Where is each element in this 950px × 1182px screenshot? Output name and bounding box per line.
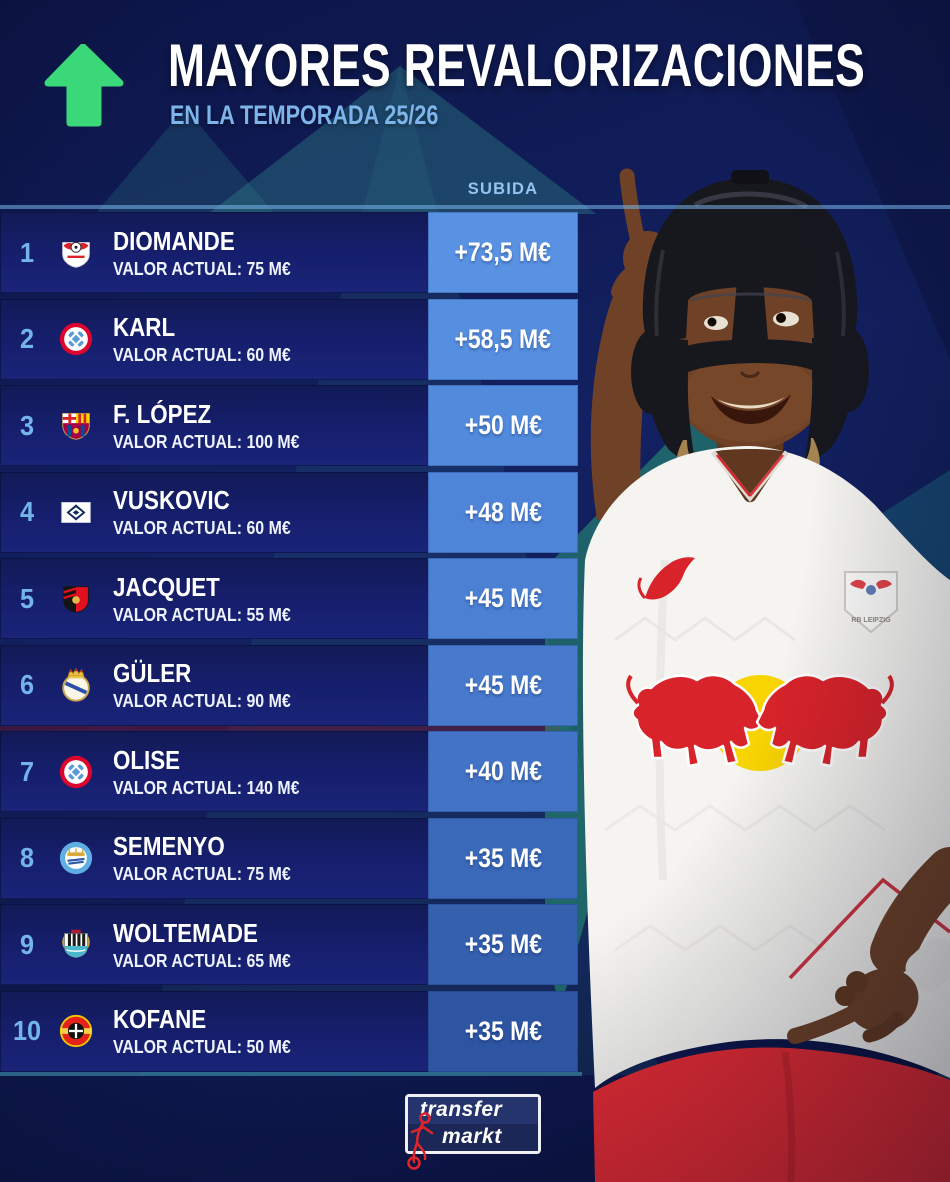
rank-number: 6 <box>19 669 35 700</box>
real-madrid-badge-icon <box>54 665 98 705</box>
table-bottom-divider <box>0 1072 582 1076</box>
rank-number: 10 <box>12 1015 42 1046</box>
rank-number: 7 <box>19 755 35 787</box>
hamburger-sv-badge-icon <box>54 492 98 532</box>
newcastle-united-badge-icon <box>54 925 98 965</box>
player-name: KOFANE <box>113 1004 207 1034</box>
player-name: F. LÓPEZ <box>113 398 212 429</box>
value-increase-badge: +35 M€ <box>428 817 578 899</box>
rb-leipzig-crest-icon: RB LEIPZIG <box>844 571 898 634</box>
player-name: SEMENYO <box>113 831 225 861</box>
red-bull-logo-icon <box>626 673 894 771</box>
player-current-value: VALOR ACTUAL: 75 M€ <box>113 257 291 279</box>
page-subtitle: EN LA TEMPORADA 25/26 <box>170 100 439 130</box>
player-current-value: VALOR ACTUAL: 90 M€ <box>113 690 291 711</box>
bayer-leverkusen-badge-icon <box>54 1011 98 1051</box>
transfermarkt-logo: transfer markt <box>405 1094 541 1170</box>
table-row: 7 OLISE VALOR ACTUAL: 140 M€ +40 M€ <box>0 731 578 812</box>
player-name: DIOMANDE <box>113 225 235 256</box>
value-increase-badge: +58,5 M€ <box>428 298 578 380</box>
table-row: 8 SEMENYO VALOR ACTUAL: 75 M€ +35 M€ <box>0 817 578 899</box>
player-current-value: VALOR ACTUAL: 65 M€ <box>113 949 291 971</box>
shorts <box>593 1047 950 1182</box>
rank-number: 2 <box>19 323 35 354</box>
page-title: MAYORES REVALORIZACIONES <box>168 32 866 99</box>
rank-number: 3 <box>19 409 35 441</box>
value-increase-badge: +73,5 M€ <box>428 212 578 293</box>
rank-number: 8 <box>19 842 35 873</box>
rank-number: 4 <box>19 496 35 527</box>
table-row: 5 JACQUET VALOR ACTUAL: 55 M€ +45 M€ <box>0 558 578 639</box>
value-column-header: SUBIDA <box>467 180 539 198</box>
value-increase-badge: +48 M€ <box>428 471 578 553</box>
player-name: GÜLER <box>113 658 192 688</box>
player-current-value: VALOR ACTUAL: 50 M€ <box>113 1036 291 1057</box>
value-increase-badge: +45 M€ <box>428 644 578 726</box>
manchester-city-badge-icon <box>54 838 98 878</box>
crest-text: RB LEIPZIG <box>851 617 891 624</box>
table-row: 3 F. LÓPEZ VALOR ACTUAL: 100 M€ +50 M€ <box>0 385 578 466</box>
bayern-munich-badge-icon <box>54 752 98 792</box>
value-increase-badge: +45 M€ <box>428 558 578 639</box>
player-current-value: VALOR ACTUAL: 75 M€ <box>113 863 291 884</box>
value-increase-badge: +50 M€ <box>428 385 578 466</box>
table-row: 1 DIOMANDE VALOR ACTUAL: 75 M€ +73,5 M€ <box>0 212 578 293</box>
table-row: 2 KARL VALOR ACTUAL: 60 M€ +58,5 M€ <box>0 298 578 380</box>
transfermarkt-player-figure-icon <box>407 1112 434 1170</box>
puma-logo-icon <box>637 557 695 600</box>
photo-bg-triangle-dark <box>795 0 950 360</box>
value-increase-badge: +40 M€ <box>428 731 578 812</box>
table-row: 4 VUSKOVIC VALOR ACTUAL: 60 M€ +48 M€ <box>0 471 578 553</box>
player-photo: RB LEIPZIG <box>545 0 950 1182</box>
rank-number: 1 <box>19 236 35 268</box>
player-name: VUSKOVIC <box>113 485 230 515</box>
value-increase-badge: +35 M€ <box>428 904 578 985</box>
player-current-value: VALOR ACTUAL: 60 M€ <box>113 344 291 365</box>
stade-rennais-badge-icon <box>54 579 98 619</box>
player-current-value: VALOR ACTUAL: 140 M€ <box>113 776 300 798</box>
player-name: WOLTEMADE <box>113 917 258 948</box>
player-current-value: VALOR ACTUAL: 60 M€ <box>113 517 291 538</box>
transfermarkt-logo-text-top: transfer <box>408 1097 538 1124</box>
player-name: KARL <box>113 312 176 342</box>
player-current-value: VALOR ACTUAL: 100 M€ <box>113 430 300 452</box>
ranking-table: 1 DIOMANDE VALOR ACTUAL: 75 M€ +73,5 M€ … <box>0 212 578 1072</box>
up-arrow-icon <box>44 44 124 127</box>
rank-number: 9 <box>19 928 35 960</box>
player-name: JACQUET <box>113 571 220 602</box>
transfermarkt-logo-text-bottom: markt <box>408 1124 538 1151</box>
table-top-divider <box>0 205 950 209</box>
player-name: OLISE <box>113 744 181 775</box>
rb-leipzig-badge-icon <box>54 233 98 273</box>
table-row: 10 KOFANE VALOR ACTUAL: 50 M€ +35 M€ <box>0 990 578 1072</box>
value-increase-badge: +35 M€ <box>428 990 578 1072</box>
table-row: 9 WOLTEMADE VALOR ACTUAL: 65 M€ +35 M€ <box>0 904 578 985</box>
table-row: 6 GÜLER VALOR ACTUAL: 90 M€ +45 M€ <box>0 644 578 726</box>
player-current-value: VALOR ACTUAL: 55 M€ <box>113 603 291 625</box>
rank-number: 5 <box>19 582 35 614</box>
bayern-munich-badge-icon <box>54 319 98 359</box>
pointing-arm <box>787 847 950 1044</box>
fc-barcelona-badge-icon <box>54 406 98 446</box>
